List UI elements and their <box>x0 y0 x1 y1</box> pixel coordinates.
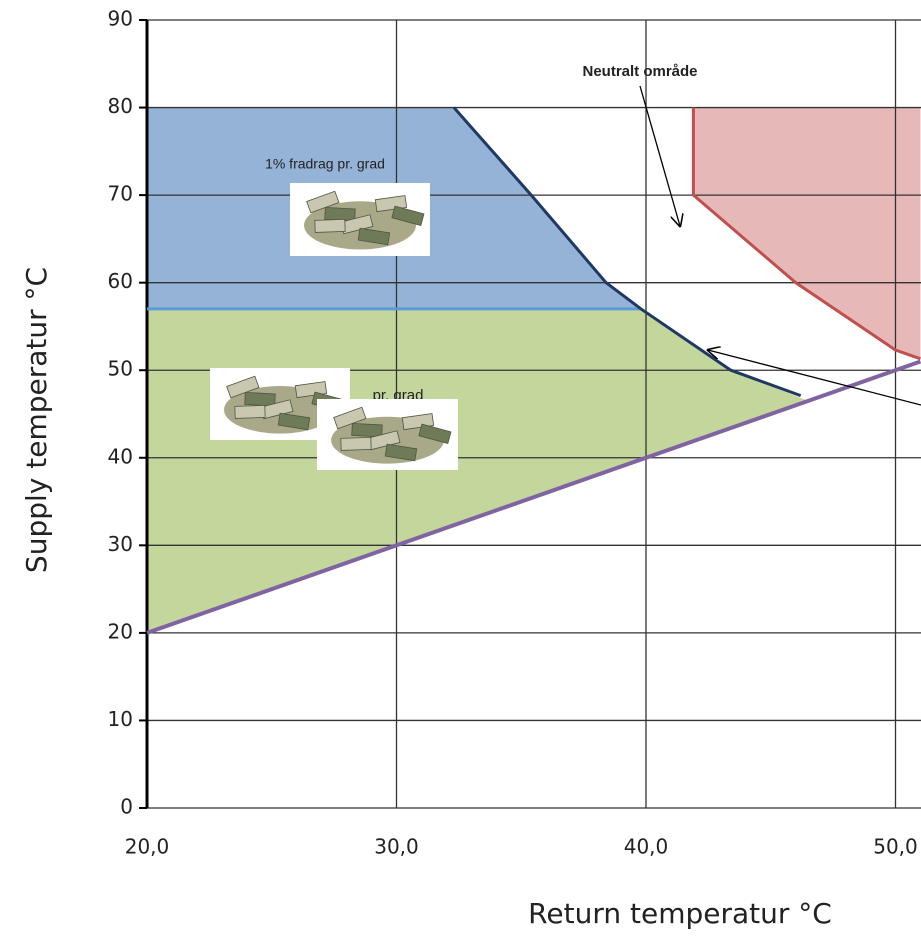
y-tick-label: 50 <box>108 357 133 381</box>
page: {"chart_data": { "type": "area", "x_labe… <box>0 0 921 944</box>
y-tick-label: 10 <box>108 707 133 731</box>
y-tick-label: 40 <box>108 444 133 468</box>
x-tick-label: 40,0 <box>624 835 669 859</box>
money-bundle <box>235 405 265 418</box>
y-tick-label: 90 <box>108 7 133 31</box>
money-image <box>290 183 430 256</box>
y-tick-label: 60 <box>108 269 133 293</box>
x-tick-label: 20,0 <box>125 835 170 859</box>
money-bundle <box>341 437 371 450</box>
chart: Return temperatur °C Supply temperatur °… <box>0 0 921 944</box>
money-image <box>317 399 458 470</box>
money-bundle <box>325 207 356 221</box>
annotation: 1% fradrag pr. grad <box>265 156 385 172</box>
money-bundle <box>245 392 276 406</box>
x-axis-label: Return temperatur °C <box>528 897 832 930</box>
region <box>693 108 920 359</box>
y-tick-label: 20 <box>108 619 133 643</box>
annotation: Neutralt område <box>582 63 697 80</box>
region <box>147 309 808 633</box>
y-tick-label: 80 <box>108 94 133 118</box>
x-tick-label: 30,0 <box>374 835 419 859</box>
x-tick-label: 50,0 <box>873 835 918 859</box>
y-tick-label: 0 <box>120 795 133 819</box>
money-bundle <box>352 423 383 437</box>
y-axis-label: Supply temperatur °C <box>20 267 53 573</box>
money-bundle <box>315 219 345 232</box>
y-tick-label: 70 <box>108 182 133 206</box>
y-tick-label: 30 <box>108 532 133 556</box>
